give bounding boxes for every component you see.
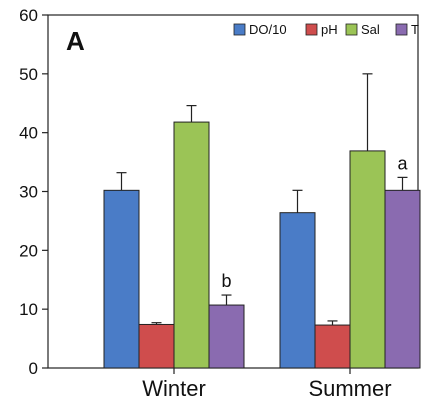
- legend-label: pH: [321, 22, 338, 37]
- y-tick-label: 10: [19, 300, 38, 319]
- bar-winter-t: [208, 304, 245, 369]
- legend-swatch: [345, 23, 358, 36]
- bar-summer-do10: [279, 212, 316, 369]
- y-tick-label: 30: [19, 183, 38, 202]
- y-tick-label: 50: [19, 65, 38, 84]
- legend-swatch: [395, 23, 408, 36]
- legend: DO/10 pH Sal T: [233, 22, 419, 37]
- y-tick-label: 40: [19, 124, 38, 143]
- significance-label: b: [221, 271, 231, 291]
- bar-summer-t: [384, 189, 421, 369]
- legend-label: Sal: [361, 22, 380, 37]
- axes: 0 10 20 30 40 50 60 Winter Summer: [19, 6, 419, 401]
- bar-summer-ph: [314, 324, 351, 369]
- legend-swatch: [305, 23, 318, 36]
- legend-label: T: [411, 22, 419, 37]
- legend-swatch: [233, 23, 246, 36]
- legend-label: DO/10: [249, 22, 287, 37]
- bar-winter-do10: [103, 189, 140, 369]
- y-tick-label: 60: [19, 6, 38, 25]
- bars: ba: [103, 73, 421, 369]
- x-category-label: Summer: [308, 376, 391, 401]
- bar-winter-sal: [173, 121, 210, 369]
- bar-winter-ph: [138, 323, 175, 369]
- significance-label: a: [397, 153, 408, 173]
- y-tick-label: 20: [19, 241, 38, 260]
- y-tick-label: 0: [29, 359, 38, 378]
- x-category-label: Winter: [142, 376, 206, 401]
- panel-label: A: [66, 26, 85, 56]
- bar-summer-sal: [349, 150, 386, 369]
